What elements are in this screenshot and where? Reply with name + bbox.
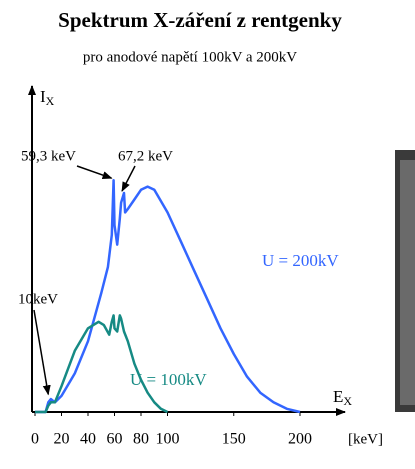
series-label: U = 100kV	[130, 370, 207, 389]
annotation-arrow	[121, 165, 136, 192]
annotation: 67,2 keV	[118, 148, 173, 164]
annotation-arrow	[76, 165, 113, 179]
x-tick-label: 80	[133, 431, 149, 448]
x-tick-label: 100	[156, 431, 180, 448]
photo-detail	[400, 160, 415, 405]
y-axis-label: IX	[40, 87, 55, 108]
chart-title: Spektrum X-záření z rentgenky	[58, 8, 342, 32]
x-tick-label: 200	[288, 431, 312, 448]
x-axis-label: EX	[333, 387, 352, 408]
x-tick-label: 40	[80, 431, 96, 448]
annotation: 59,3 keV	[21, 148, 76, 164]
x-tick-label: 150	[222, 431, 246, 448]
x-tick-label: 0	[31, 431, 39, 448]
annotation-arrow	[33, 309, 51, 396]
series-label: U = 200kV	[262, 251, 339, 270]
x-unit: [keV]	[348, 431, 383, 447]
x-tick-label: 60	[107, 431, 123, 448]
annotation: 10keV	[18, 291, 58, 307]
chart-subtitle: pro anodové napětí 100kV a 200kV	[83, 49, 297, 65]
x-tick-label: 20	[54, 431, 70, 448]
series-line	[35, 178, 301, 414]
series-line	[35, 314, 169, 414]
